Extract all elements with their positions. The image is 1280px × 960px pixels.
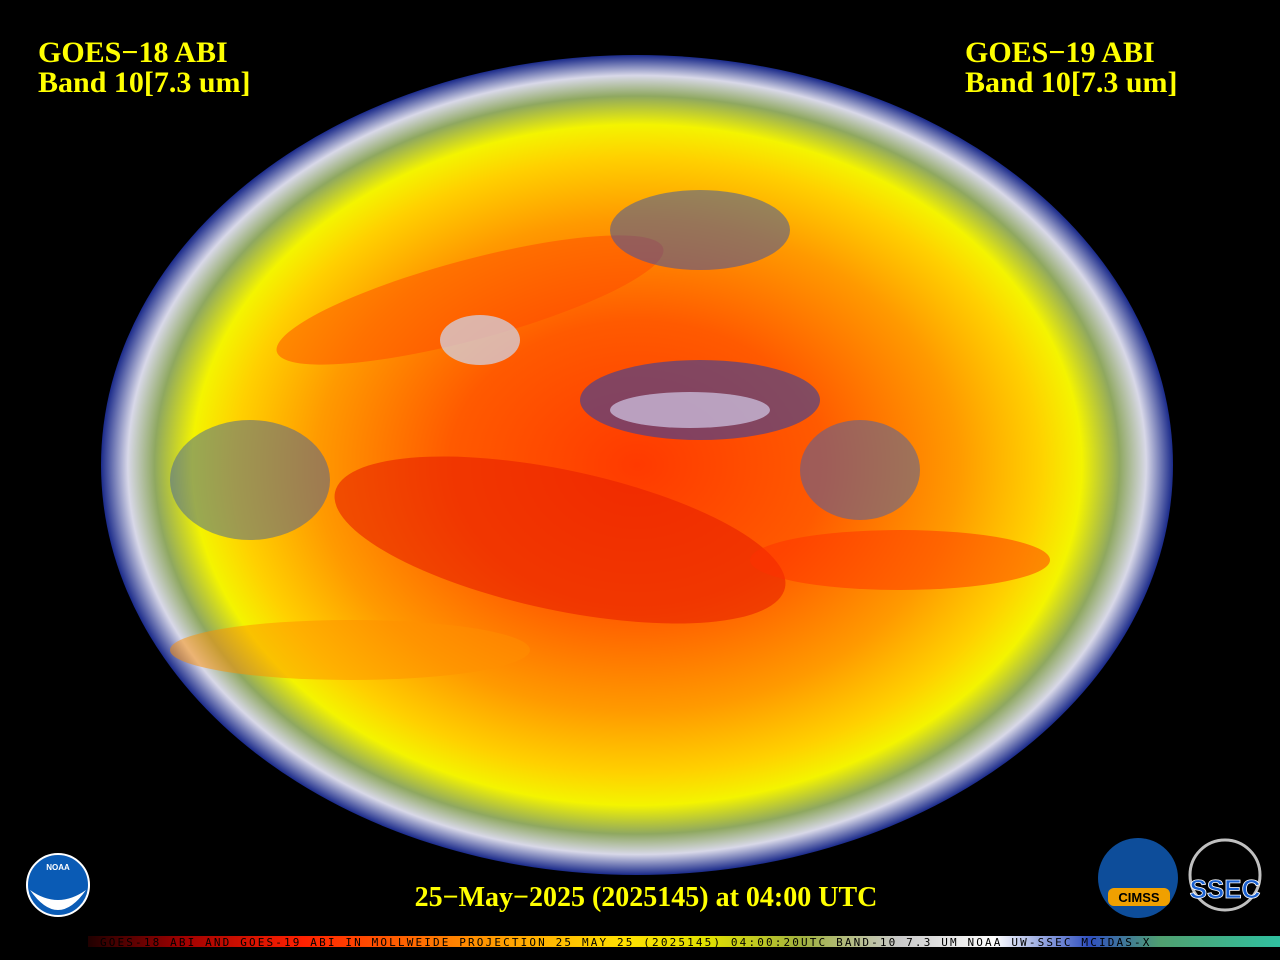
cimss-text: CIMSS bbox=[1118, 890, 1160, 905]
cimss-logo: CIMSS bbox=[1098, 838, 1178, 918]
noaa-logo: NOAA bbox=[26, 853, 90, 917]
ssec-logo: SSEC bbox=[1188, 838, 1262, 912]
ssec-text: SSEC bbox=[1190, 874, 1261, 904]
left-band-label: Band 10[7.3 um] bbox=[38, 66, 251, 99]
color-bar bbox=[88, 936, 1280, 947]
right-satellite-label: GOES−19 ABI bbox=[965, 36, 1155, 69]
timestamp: 25−May−2025 (2025145) at 04:00 UTC bbox=[415, 882, 878, 913]
left-satellite-label: GOES−18 ABI bbox=[38, 36, 228, 69]
noaa-text: NOAA bbox=[46, 863, 70, 872]
cloud-features bbox=[170, 190, 1050, 680]
right-band-label: Band 10[7.3 um] bbox=[965, 66, 1178, 99]
